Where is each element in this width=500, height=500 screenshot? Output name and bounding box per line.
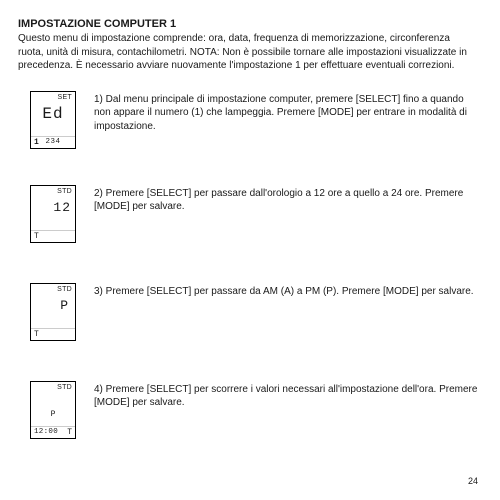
step-3: STD P T 3) Premere [SELECT] per passare … xyxy=(18,283,478,341)
page-title: IMPOSTAZIONE COMPUTER 1 xyxy=(18,18,478,30)
device-bottom-row: 12:00 T xyxy=(31,426,75,438)
device-bottom-left: T xyxy=(34,232,39,241)
step-1: SET Ed 1 234 1) Dal menu principale di i… xyxy=(18,91,478,149)
step-3-text: 3) Premere [SELECT] per passare da AM (A… xyxy=(94,283,478,299)
device-bottom-time: 12:00 xyxy=(34,428,58,436)
device-sub-label: P xyxy=(31,410,75,419)
device-bottom-row: T xyxy=(31,230,75,242)
device-bottom-left: T xyxy=(67,428,72,437)
device-top-label: STD xyxy=(57,384,72,391)
device-screen-1: SET Ed 1 234 xyxy=(30,91,76,149)
step-4-text: 4) Premere [SELECT] per scorrere i valor… xyxy=(94,381,478,410)
device-screen-3: STD P T xyxy=(30,283,76,341)
step-2: STD 12 T 2) Premere [SELECT] per passare… xyxy=(18,185,478,243)
device-bottom-row: 1 234 xyxy=(31,136,75,148)
page-number: 24 xyxy=(468,476,478,486)
device-top-label: STD xyxy=(57,286,72,293)
step-4: STD P 12:00 T 4) Premere [SELECT] per sc… xyxy=(18,381,478,439)
step-2-text: 2) Premere [SELECT] per passare dall'oro… xyxy=(94,185,478,214)
intro-text: Questo menu di impostazione comprende: o… xyxy=(18,32,478,73)
device-screen-4: STD P 12:00 T xyxy=(30,381,76,439)
device-top-label: STD xyxy=(57,188,72,195)
device-screen-2: STD 12 T xyxy=(30,185,76,243)
device-bottom-left: 1 xyxy=(34,138,39,147)
step-1-text: 1) Dal menu principale di impostazione c… xyxy=(94,91,478,134)
device-bottom-left: T xyxy=(34,330,39,339)
device-bottom-center: 234 xyxy=(45,138,60,146)
device-top-label: SET xyxy=(57,94,72,101)
device-bottom-row: T xyxy=(31,328,75,340)
